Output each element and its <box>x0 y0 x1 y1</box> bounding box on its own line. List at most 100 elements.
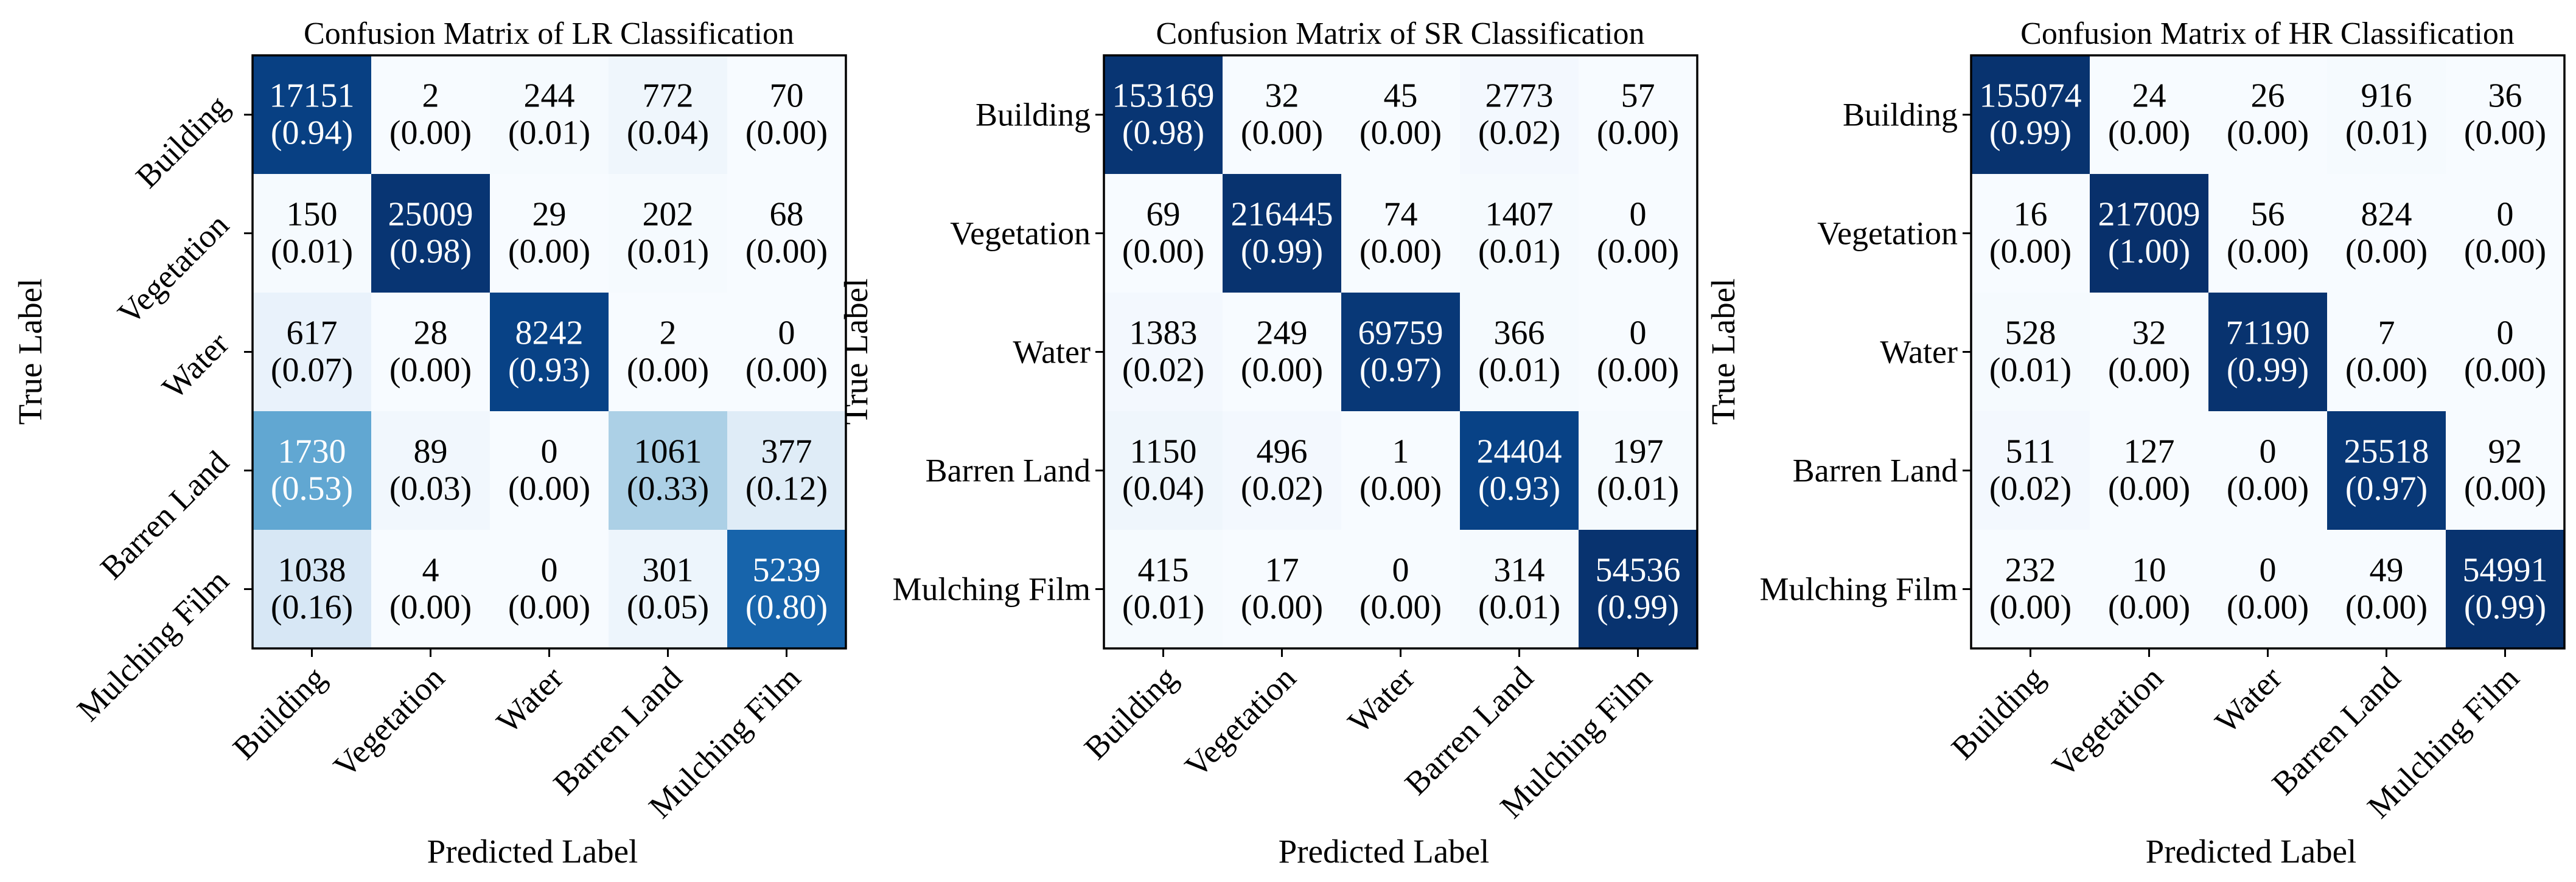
hr-cell-ratio-1-0: (0.00) <box>1989 233 2072 271</box>
sr-cell-ratio-4-1: (0.00) <box>1241 589 1323 627</box>
sr-heatmap-cells: 153169(0.98)32(0.00)45(0.00)2773(0.02)57… <box>1104 55 1698 649</box>
sr-confusion-matrix-panel: Confusion Matrix of SR Classification 15… <box>837 16 1698 870</box>
hr-cell-ratio-3-2: (0.00) <box>2227 470 2309 508</box>
lr-cell-3-2 <box>490 411 609 530</box>
hr-cell-ratio-4-0: (0.00) <box>1989 589 2072 627</box>
lr-cell-ratio-4-1: (0.00) <box>389 589 472 627</box>
hr-cell-count-3-0: 511 <box>2006 433 2056 471</box>
lr-cell-1-2 <box>490 174 609 293</box>
sr-cell-ratio-3-2: (0.00) <box>1360 470 1442 508</box>
hr-cell-2-3 <box>2327 293 2446 412</box>
hr-panel-title: Confusion Matrix of HR Classification <box>2020 16 2515 51</box>
lr-cell-1-3 <box>609 174 728 293</box>
lr-cell-0-4 <box>727 55 846 175</box>
lr-cell-count-1-3: 202 <box>643 196 694 234</box>
sr-cell-ratio-1-1: (0.99) <box>1241 233 1323 271</box>
sr-cell-count-3-4: 197 <box>1613 433 1664 471</box>
hr-cell-ratio-3-4: (0.00) <box>2464 470 2546 508</box>
lr-y-tick-label-4: Mulching Film <box>70 563 236 729</box>
sr-cell-ratio-0-2: (0.00) <box>1360 114 1442 152</box>
lr-cell-count-1-2: 29 <box>532 196 567 234</box>
sr-cell-ratio-3-3: (0.93) <box>1478 470 1560 508</box>
lr-cell-ratio-3-2: (0.00) <box>508 470 590 508</box>
hr-cell-count-0-0: 155074 <box>1980 77 2082 115</box>
lr-cell-ratio-2-4: (0.00) <box>745 352 828 389</box>
hr-cell-ratio-1-3: (0.00) <box>2345 233 2428 271</box>
hr-cell-ratio-1-2: (0.00) <box>2227 233 2309 271</box>
hr-cell-count-3-3: 25518 <box>2344 433 2429 471</box>
sr-cell-ratio-3-4: (0.01) <box>1597 470 1679 508</box>
hr-cell-count-2-0: 528 <box>2005 314 2056 352</box>
sr-cell-3-0 <box>1104 411 1223 530</box>
hr-cell-count-4-0: 232 <box>2005 552 2056 589</box>
sr-cell-count-1-3: 1407 <box>1485 196 1554 234</box>
sr-cell-count-4-1: 17 <box>1265 552 1299 589</box>
hr-cell-ratio-4-4: (0.99) <box>2464 589 2546 627</box>
hr-y-tick-label-3: Barren Land <box>1793 453 1958 489</box>
hr-cell-count-3-4: 92 <box>2488 433 2522 471</box>
hr-cell-count-1-1: 217009 <box>2098 196 2201 234</box>
sr-cell-count-0-1: 32 <box>1265 77 1299 115</box>
hr-cell-1-3 <box>2327 174 2446 293</box>
hr-cell-ratio-0-3: (0.01) <box>2345 114 2428 152</box>
sr-cell-ratio-4-4: (0.99) <box>1597 589 1679 627</box>
sr-cell-ratio-3-1: (0.02) <box>1241 470 1323 508</box>
lr-cell-4-2 <box>490 530 609 649</box>
hr-cell-0-1 <box>2090 55 2209 175</box>
sr-cell-ratio-4-2: (0.00) <box>1360 589 1442 627</box>
lr-cell-count-2-1: 28 <box>414 314 448 352</box>
sr-x-tick-label-2: Water <box>1341 659 1422 740</box>
hr-cell-ratio-2-0: (0.01) <box>1989 352 2072 389</box>
lr-cell-count-0-0: 17151 <box>270 77 355 115</box>
sr-cell-count-0-3: 2773 <box>1485 77 1554 115</box>
lr-cell-count-3-3: 1061 <box>634 433 702 471</box>
sr-cell-0-0 <box>1104 55 1223 175</box>
lr-y-tick-label-0: Building <box>128 88 236 195</box>
hr-cell-ratio-1-4: (0.00) <box>2464 233 2546 271</box>
hr-cell-count-3-1: 127 <box>2124 433 2175 471</box>
lr-y-tick-label-3: Barren Land <box>93 444 236 586</box>
sr-cell-ratio-0-3: (0.02) <box>1478 114 1560 152</box>
hr-cell-count-0-3: 916 <box>2361 77 2412 115</box>
hr-cell-0-3 <box>2327 55 2446 175</box>
lr-cell-count-0-1: 2 <box>422 77 439 115</box>
hr-cell-ratio-3-1: (0.00) <box>2108 470 2190 508</box>
sr-cell-0-3 <box>1460 55 1579 175</box>
hr-cell-count-0-4: 36 <box>2488 77 2522 115</box>
lr-x-axis-title: Predicted Label <box>427 833 638 870</box>
hr-x-tick-label-0: Building <box>1944 659 2051 766</box>
lr-cell-count-3-2: 0 <box>541 433 558 471</box>
sr-y-tick-label-3: Barren Land <box>926 453 1091 489</box>
lr-cell-count-1-0: 150 <box>287 196 338 234</box>
lr-cell-4-0 <box>253 530 372 649</box>
lr-cell-count-0-3: 772 <box>643 77 694 115</box>
lr-cell-ratio-4-2: (0.00) <box>508 589 590 627</box>
hr-cell-count-0-1: 24 <box>2132 77 2166 115</box>
sr-cell-count-0-0: 153169 <box>1112 77 1215 115</box>
hr-confusion-matrix-panel: Confusion Matrix of HR Classification 15… <box>1705 16 2566 870</box>
lr-cell-1-4 <box>727 174 846 293</box>
hr-cell-count-1-0: 16 <box>2014 196 2048 234</box>
sr-cell-count-3-0: 1150 <box>1130 433 1197 471</box>
lr-cell-2-3 <box>609 293 728 412</box>
hr-x-axis-title: Predicted Label <box>2146 833 2357 870</box>
lr-cell-ratio-2-2: (0.93) <box>508 352 590 389</box>
hr-cell-ratio-0-4: (0.00) <box>2464 114 2546 152</box>
hr-cell-count-2-3: 7 <box>2378 314 2395 352</box>
sr-cell-ratio-2-4: (0.00) <box>1597 352 1679 389</box>
lr-cell-count-2-0: 617 <box>287 314 338 352</box>
hr-cell-count-1-3: 824 <box>2361 196 2412 234</box>
lr-x-tick-label-1: Vegetation <box>326 659 452 785</box>
sr-cell-ratio-2-0: (0.02) <box>1122 352 1204 389</box>
hr-cell-0-2 <box>2208 55 2328 175</box>
lr-cell-count-4-4: 5239 <box>753 552 821 589</box>
hr-y-tick-label-0: Building <box>1843 97 1958 133</box>
hr-cell-ratio-0-2: (0.00) <box>2227 114 2309 152</box>
sr-cell-ratio-1-0: (0.00) <box>1122 233 1204 271</box>
lr-cell-3-3 <box>609 411 728 530</box>
lr-heatmap-cells: 17151(0.94)2(0.00)244(0.01)772(0.04)70(0… <box>253 55 846 649</box>
hr-cell-0-4 <box>2446 55 2565 175</box>
sr-cell-4-1 <box>1223 530 1342 649</box>
hr-cell-count-1-4: 0 <box>2497 196 2514 234</box>
